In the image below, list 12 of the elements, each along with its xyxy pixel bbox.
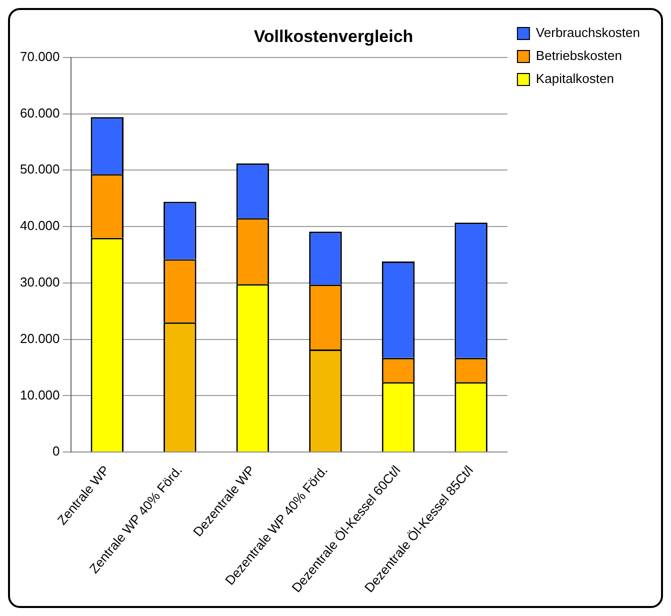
legend-label: Kapitalkosten	[536, 71, 614, 86]
y-tick-label: 60.000	[20, 105, 60, 120]
legend-label: Betriebskosten	[536, 48, 622, 64]
y-tick-label: 0	[52, 444, 60, 459]
y-tick-label: 30.000	[20, 274, 60, 290]
y-tick-label: 70.000	[20, 48, 60, 64]
y-tick-label: 40.000	[20, 218, 60, 234]
legend-label: Verbrauchskosten	[536, 25, 640, 40]
chart-title: Vollkostenvergleich	[254, 26, 414, 46]
y-tick-label: 20.000	[20, 330, 60, 346]
y-tick-label: 10.000	[20, 387, 60, 402]
y-tick-label: 50.000	[20, 162, 60, 177]
